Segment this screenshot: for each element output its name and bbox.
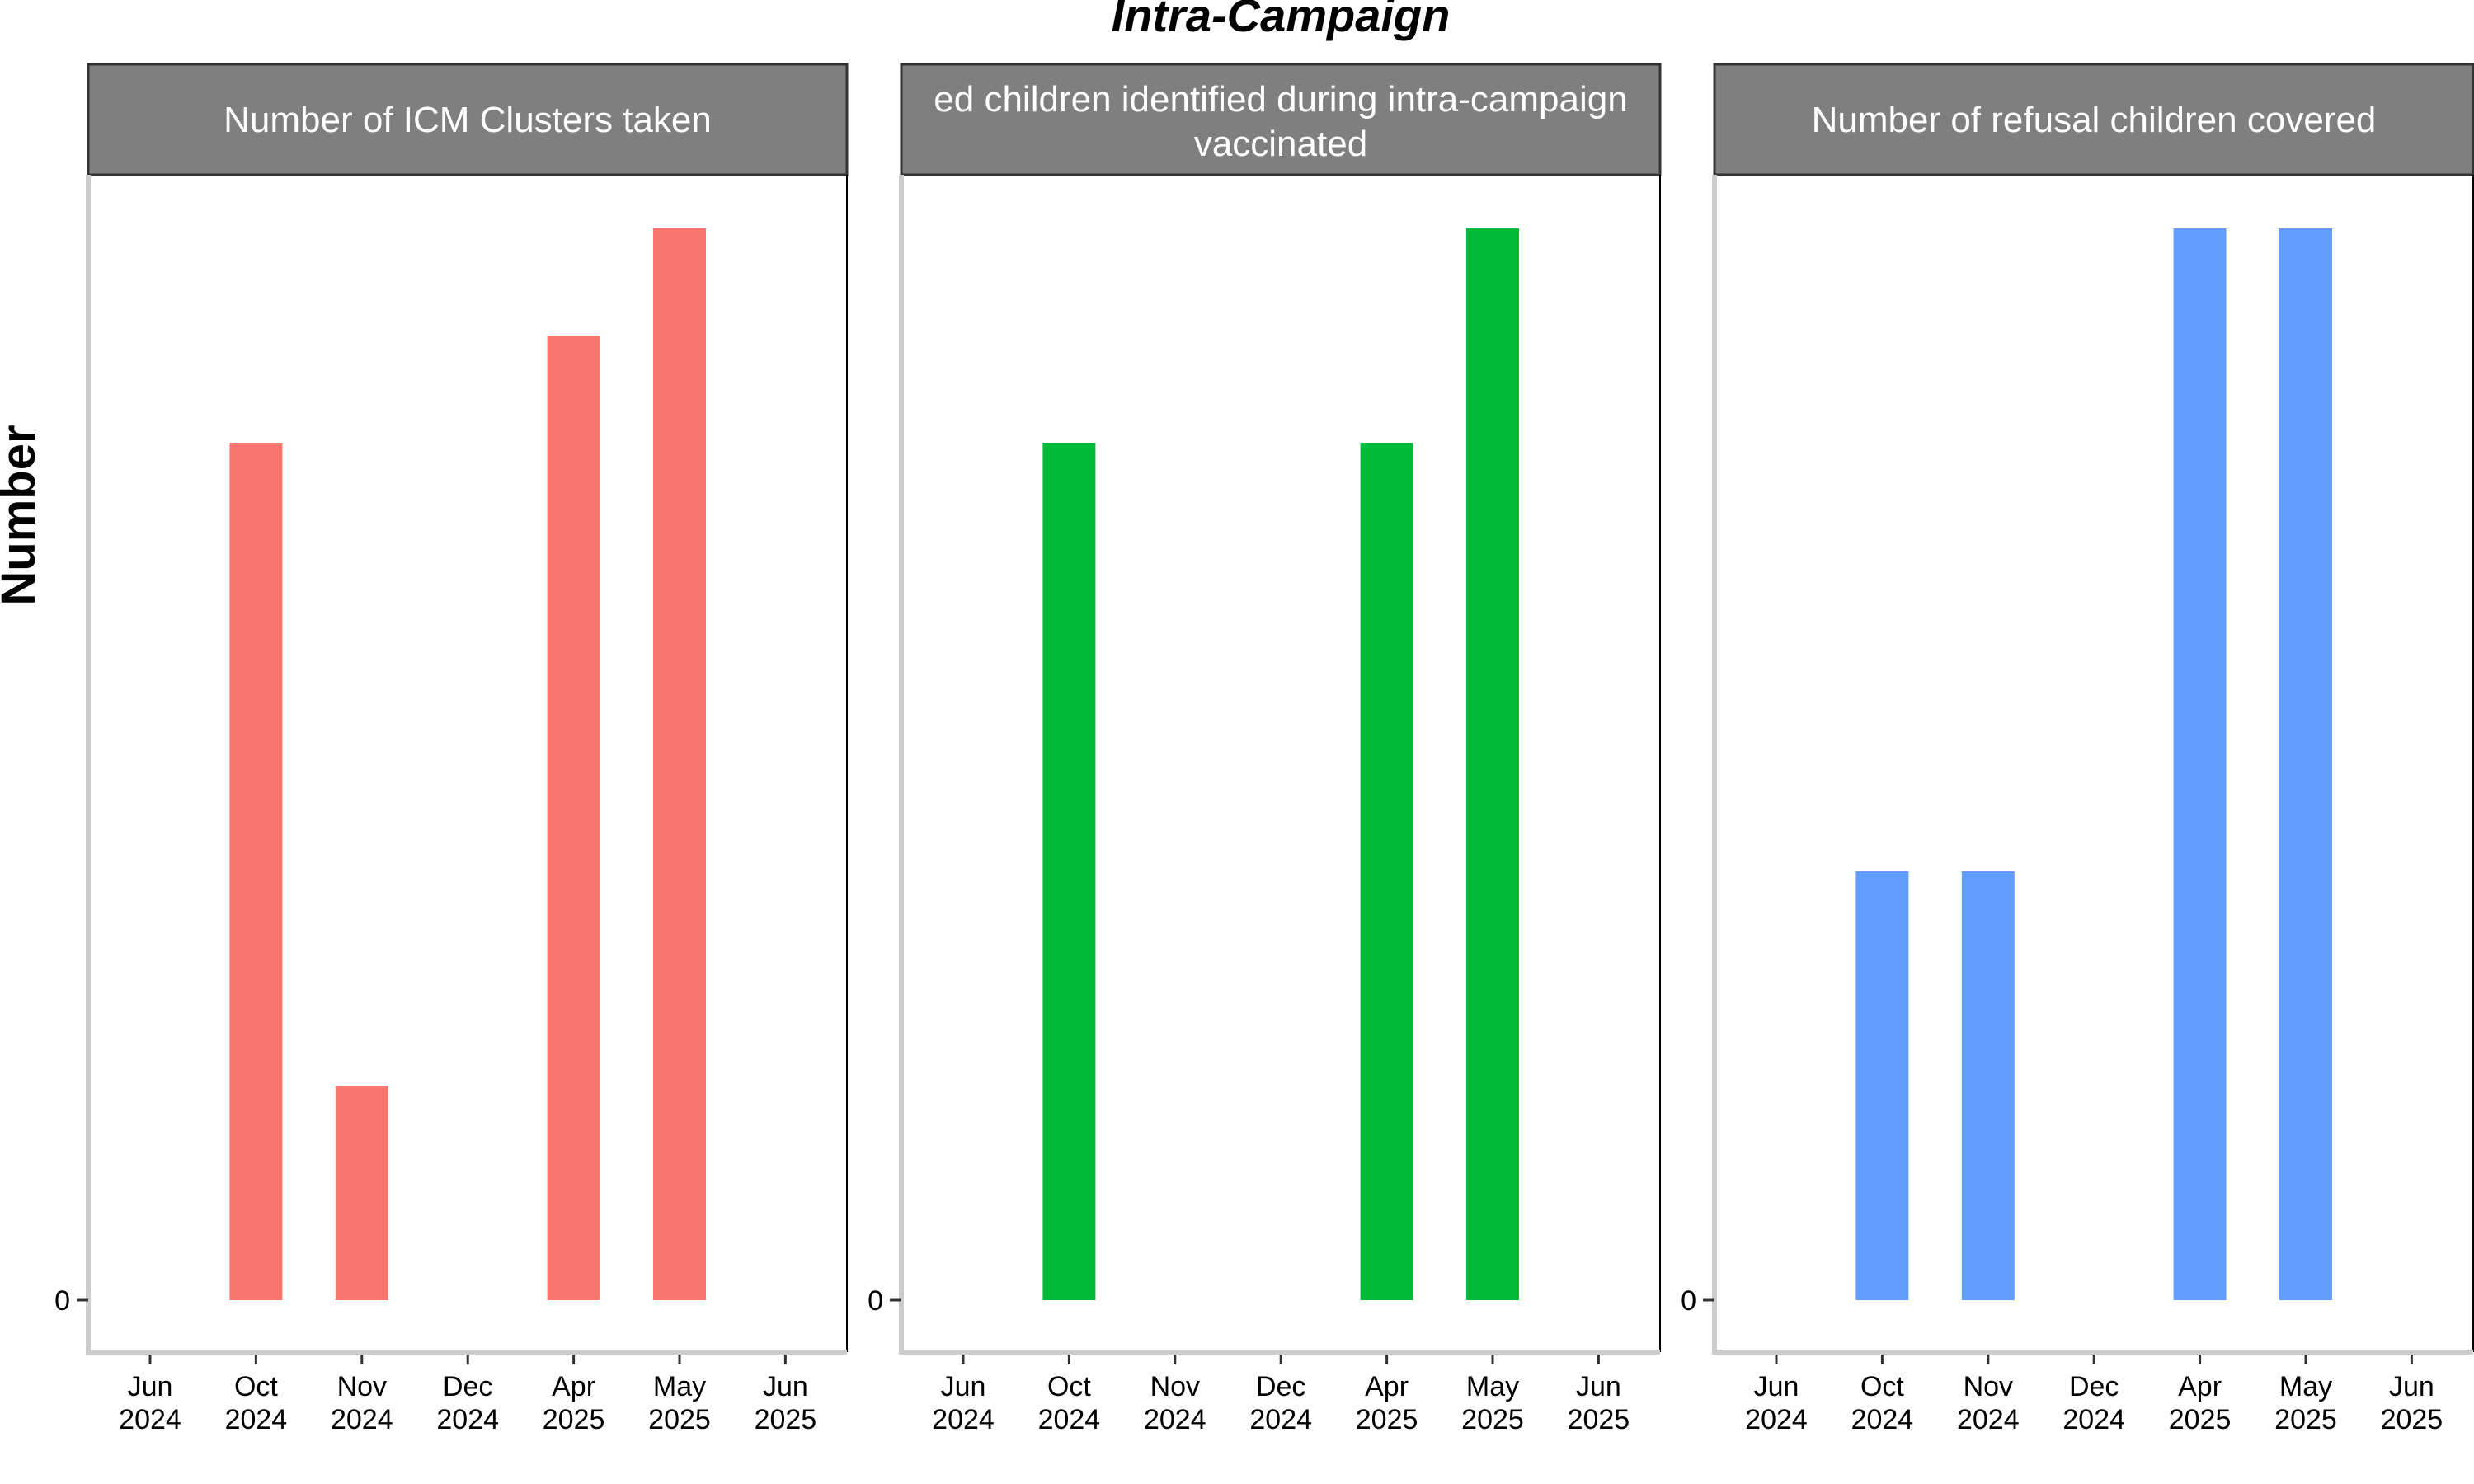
- chart-title: Intra-Campaign: [1112, 0, 1451, 41]
- x-tick-label: Apr 2025: [543, 1371, 605, 1435]
- panel-2: ed children identified during intra-camp…: [868, 63, 1662, 1435]
- x-tick-label: Jun 2024: [119, 1371, 181, 1435]
- x-tick-label: Apr 2025: [2169, 1371, 2232, 1435]
- y-tick-label: 0: [868, 1285, 883, 1317]
- panel-1: Number of ICM Clusters taken 0 Jun 2024 Oct 2…: [54, 63, 849, 1435]
- panels: Number of ICM Clusters taken 0 Jun 2024 Oct 2…: [54, 63, 2474, 1435]
- x-tick-label: May 2025: [2274, 1371, 2337, 1435]
- bar: [1856, 871, 1909, 1300]
- x-tick-label: Nov 2024: [1144, 1371, 1206, 1435]
- bar: [653, 228, 706, 1300]
- x-tick-label: May 2025: [1461, 1371, 1524, 1435]
- y-axis-label: Number: [0, 425, 45, 605]
- x-tick-label: Nov 2024: [331, 1371, 393, 1435]
- x-tick-label: Jun 2025: [2381, 1371, 2443, 1435]
- x-tick-label: Nov 2024: [1957, 1371, 2020, 1435]
- bar: [1042, 443, 1096, 1300]
- facet-title-line: vaccinated: [1194, 124, 1367, 164]
- facet-strip: [1713, 63, 2474, 176]
- x-tick-label: Oct 2024: [225, 1371, 288, 1435]
- x-tick-label: Apr 2025: [1356, 1371, 1418, 1435]
- x-tick-label: Oct 2024: [1851, 1371, 1914, 1435]
- facet-title-line: Number of refusal children covered: [1812, 100, 2377, 140]
- bar: [229, 443, 283, 1300]
- facet-strip: [900, 63, 1662, 176]
- bar: [547, 336, 600, 1300]
- x-tick-label: Dec 2024: [2062, 1371, 2125, 1435]
- x-tick-label: Dec 2024: [436, 1371, 499, 1435]
- bar: [2173, 228, 2227, 1300]
- y-tick-label: 0: [54, 1285, 70, 1317]
- bar: [1961, 871, 2015, 1300]
- x-tick-label: Jun 2025: [1568, 1371, 1630, 1435]
- facet-strip: [87, 63, 849, 176]
- panel-3: Number of refusal children covered 0 Jun 20…: [1681, 63, 2474, 1435]
- bar: [2279, 228, 2332, 1300]
- bar: [1466, 228, 1519, 1300]
- x-tick-label: May 2025: [648, 1371, 711, 1435]
- bar: [1360, 443, 1413, 1300]
- bar: [335, 1086, 388, 1300]
- y-tick-label: 0: [1681, 1285, 1696, 1317]
- x-tick-label: Dec 2024: [1249, 1371, 1312, 1435]
- x-tick-label: Jun 2024: [932, 1371, 995, 1435]
- x-tick-label: Oct 2024: [1038, 1371, 1101, 1435]
- x-tick-label: Jun 2024: [1745, 1371, 1808, 1435]
- facet-title-line: ed children identified during intra-camp…: [934, 79, 1627, 120]
- x-tick-label: Jun 2025: [755, 1371, 817, 1435]
- facet-title-line: Number of ICM Clusters taken: [223, 100, 712, 140]
